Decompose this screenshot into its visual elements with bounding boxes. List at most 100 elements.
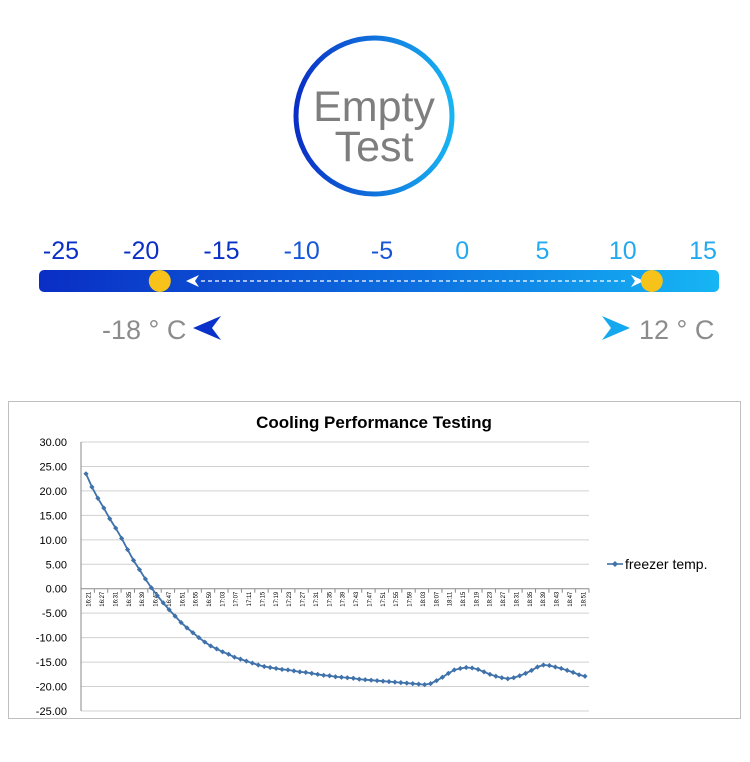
temperature-readouts: -18 ° C 12 ° C [102, 315, 714, 345]
x-tick-label: 16:35 [127, 591, 133, 607]
y-tick-label: 15.00 [39, 510, 67, 522]
data-point [243, 658, 249, 664]
data-point [368, 677, 374, 683]
y-tick-label: 0.00 [46, 584, 67, 596]
data-point [469, 665, 475, 671]
scale-tick-label: -5 [371, 237, 393, 265]
data-point [225, 651, 232, 657]
scale-tick-label: 5 [536, 237, 550, 265]
data-point [166, 607, 172, 613]
x-tick-label: 17:19 [274, 591, 280, 607]
data-point [564, 667, 570, 674]
data-point [439, 674, 446, 680]
data-point [511, 675, 517, 681]
x-tick-label: 18:31 [514, 591, 520, 607]
data-point [321, 672, 327, 678]
cooling-performance-chart: Cooling Performance Testing 30.00 25.00 20… [36, 413, 708, 718]
temperature-scale-bar [39, 270, 719, 292]
data-point [148, 585, 154, 591]
data-point [582, 673, 588, 679]
data-point [303, 669, 309, 675]
x-tick-label: 18:43 [555, 591, 561, 607]
data-point [522, 670, 529, 676]
y-axis-tick-labels: 30.00 25.00 20.00 15.00 10.00 5.00 0.00 -5.00 -1… [36, 437, 67, 718]
data-point [279, 666, 285, 673]
y-tick-label: 20.00 [39, 486, 67, 498]
data-point [380, 678, 386, 684]
data-point [285, 667, 291, 673]
y-tick-label: -15.00 [36, 657, 67, 669]
data-point [231, 654, 238, 660]
data-point [261, 663, 267, 670]
data-point [130, 557, 137, 563]
data-point [362, 677, 368, 683]
data-point [386, 679, 392, 685]
y-tick-label: 10.00 [39, 535, 67, 547]
data-point [410, 681, 416, 687]
data-point [534, 664, 541, 670]
x-tick-label: 17:23 [287, 591, 293, 607]
x-tick-label: 17:03 [220, 591, 226, 607]
data-point [267, 664, 273, 671]
data-point [570, 669, 576, 675]
data-point [422, 681, 428, 688]
y-tick-label: 30.00 [39, 437, 67, 449]
x-axis-tick-labels: 16:21 16:27 16:31 16:35 16:39 16:43 16:47 16:51… [87, 588, 590, 607]
badge-line-2: Test [335, 123, 414, 171]
data-point [309, 670, 315, 676]
data-point [356, 676, 362, 682]
chart-gridlines [80, 441, 589, 712]
x-tick-label: 17:55 [394, 591, 400, 607]
scale-tick-labels: -25 -20 -15 -10 -5 0 5 10 15 [43, 237, 717, 265]
data-point [552, 664, 558, 670]
data-point [291, 668, 297, 674]
data-point [558, 665, 564, 672]
data-point [196, 635, 202, 641]
data-point [505, 676, 511, 682]
data-point [427, 681, 434, 687]
badge-line-1: Empty [313, 83, 435, 131]
data-point [178, 619, 184, 626]
scale-arrow-left-icon [186, 275, 199, 287]
series-line-freezer-temp [85, 473, 586, 686]
chart-legend: freezer temp. [607, 556, 707, 572]
data-point [517, 673, 523, 679]
x-tick-label: 17:27 [301, 591, 307, 607]
x-tick-label: 18:47 [568, 591, 574, 607]
x-tick-label: 17:51 [381, 591, 387, 607]
x-tick-label: 18:15 [461, 591, 467, 607]
x-tick-label: 17:35 [327, 591, 333, 607]
scale-tick-label: -25 [43, 237, 79, 265]
x-tick-label: 16:43 [154, 591, 160, 607]
left-temperature-readout: -18 ° C [102, 315, 186, 345]
badge-ring [293, 35, 455, 197]
data-point [297, 669, 303, 675]
data-point [546, 662, 552, 669]
x-tick-label: 18:11 [448, 591, 454, 606]
x-tick-label: 17:43 [354, 591, 360, 607]
x-tick-label: 18:23 [488, 591, 494, 607]
x-tick-label: 17:07 [234, 591, 240, 607]
series-freezer-temp [83, 471, 588, 688]
data-point [576, 672, 582, 678]
right-temperature-marker [640, 270, 663, 292]
data-point [392, 679, 398, 685]
x-tick-label: 17:11 [247, 591, 253, 606]
left-arrow-icon [193, 316, 221, 340]
scale-arrow-right-icon [631, 275, 644, 287]
x-tick-label: 17:59 [408, 591, 414, 607]
data-point [344, 675, 350, 681]
data-point [528, 667, 535, 674]
y-tick-label: -10.00 [36, 633, 67, 645]
data-point [457, 665, 463, 672]
scale-tick-label: -20 [123, 237, 159, 265]
x-tick-label: 16:47 [167, 591, 173, 607]
x-tick-label: 18:07 [434, 591, 440, 607]
y-tick-label: -20.00 [36, 682, 67, 694]
data-point [451, 667, 457, 673]
data-point [237, 656, 244, 662]
x-tick-label: 16:51 [180, 591, 186, 607]
x-tick-label: 17:39 [341, 591, 347, 607]
data-point [463, 664, 469, 671]
data-point [249, 660, 255, 666]
